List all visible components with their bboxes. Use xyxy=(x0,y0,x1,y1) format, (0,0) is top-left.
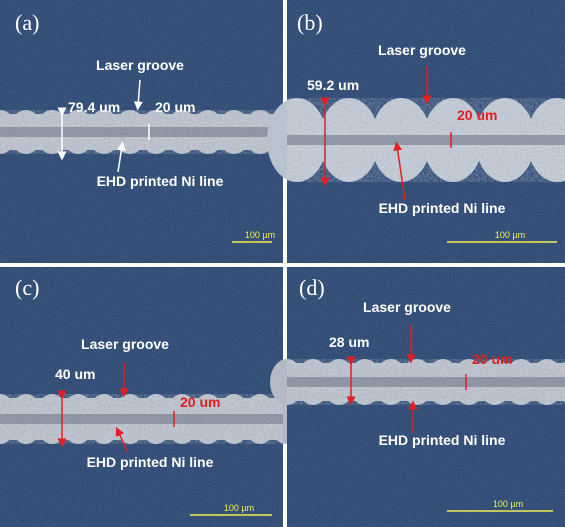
panel-label: (b) xyxy=(297,10,323,35)
page: {"panels": [ {"label": "(a)", "groove_la… xyxy=(0,0,565,527)
width-label: 79.4 um xyxy=(68,99,120,115)
groove xyxy=(0,414,283,424)
line-label: EHD printed Ni line xyxy=(97,173,224,189)
scale-bar-label: 100 µm xyxy=(224,503,254,513)
printed-line xyxy=(270,359,565,405)
groove-label: Laser groove xyxy=(378,42,466,58)
printed-line xyxy=(0,110,303,154)
groove-label: Laser groove xyxy=(81,336,169,352)
groove-width-label: 20 um xyxy=(472,351,512,367)
panel: (d) Laser groove 28 um 20 um EHD printed Ni … xyxy=(270,267,565,527)
panel-label: (c) xyxy=(15,275,39,300)
panel: (a) Laser groove 79.4 um 20 um EHD printed N… xyxy=(0,0,303,263)
scale-bar-label: 100 µm xyxy=(245,230,275,240)
groove xyxy=(287,377,565,387)
printed-line xyxy=(0,394,303,444)
groove xyxy=(287,135,565,145)
panel-label: (d) xyxy=(299,275,325,300)
panel-label: (a) xyxy=(15,10,39,35)
panel: (b) Laser groove 59.2 um 20 um EHD printed N… xyxy=(267,0,565,263)
groove-width-label: 20 um xyxy=(155,99,195,115)
width-label: 59.2 um xyxy=(307,77,359,93)
printed-line xyxy=(267,98,565,182)
groove-label: Laser groove xyxy=(96,57,184,73)
line-label: EHD printed Ni line xyxy=(379,200,506,216)
line-label: EHD printed Ni line xyxy=(87,454,214,470)
groove xyxy=(0,127,283,137)
groove-width-label: 20 um xyxy=(180,394,220,410)
scale-bar-label: 100 µm xyxy=(493,499,523,509)
panel: (c) Laser groove 40 um 20 um EHD printed Ni … xyxy=(0,267,303,527)
figure: (a) Laser groove 79.4 um 20 um EHD printed N… xyxy=(0,0,565,527)
groove-width-label: 20 um xyxy=(457,107,497,123)
line-label: EHD printed Ni line xyxy=(379,432,506,448)
width-label: 40 um xyxy=(55,366,95,382)
groove-label: Laser groove xyxy=(363,299,451,315)
scale-bar-label: 100 µm xyxy=(495,230,525,240)
width-label: 28 um xyxy=(329,334,369,350)
